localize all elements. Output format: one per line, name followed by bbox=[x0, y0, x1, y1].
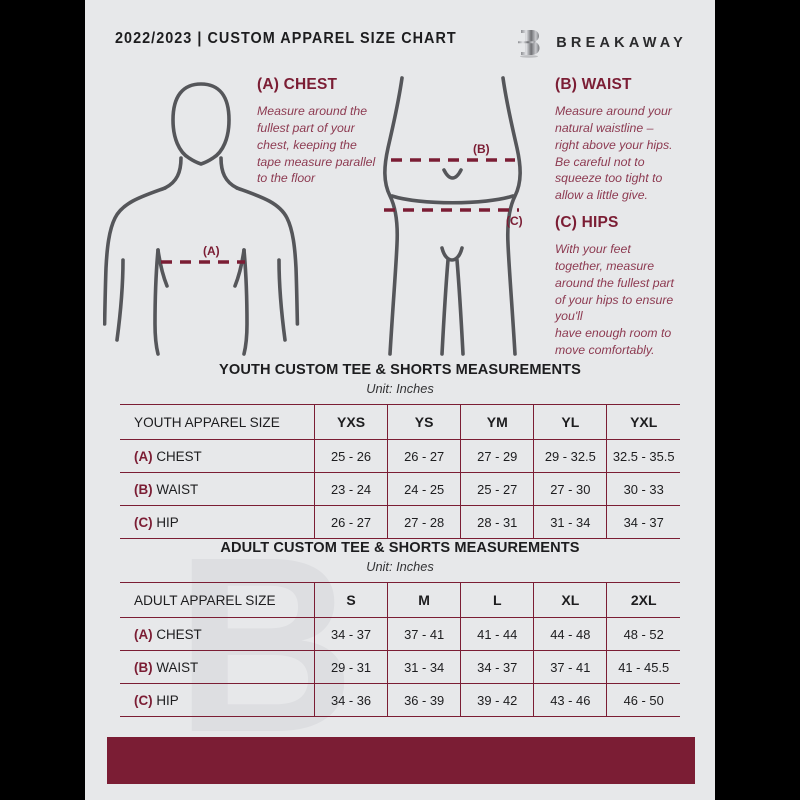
hips-marker-label: (C) bbox=[506, 214, 523, 228]
table-header-row: ADULT APPAREL SIZE S M L XL 2XL bbox=[120, 582, 680, 618]
waist-marker-label: (B) bbox=[473, 142, 490, 156]
adult-cell-2-3: 43 - 46 bbox=[533, 683, 608, 717]
row-tag: (A) bbox=[134, 448, 153, 464]
brand-lockup: BREAKAWAY bbox=[516, 28, 687, 58]
adult-cell-2-0: 34 - 36 bbox=[314, 683, 389, 717]
table-row: (B) WAIST 23 - 24 24 - 25 25 - 27 27 - 3… bbox=[120, 472, 680, 506]
youth-cell-0-1: 26 - 27 bbox=[387, 439, 462, 473]
male-torso-outline-icon bbox=[102, 72, 303, 362]
adult-cell-0-2: 41 - 44 bbox=[460, 617, 535, 651]
youth-row-label-0: (A) CHEST bbox=[120, 439, 315, 473]
row-label: CHEST bbox=[152, 448, 202, 464]
youth-col-3: YL bbox=[533, 404, 608, 440]
adult-col-0: S bbox=[314, 582, 389, 618]
youth-cell-1-4: 30 - 33 bbox=[606, 472, 680, 506]
youth-cell-0-4: 32.5 - 35.5 bbox=[606, 439, 680, 473]
row-tag: (A) bbox=[134, 626, 153, 642]
youth-table-title: YOUTH CUSTOM TEE & SHORTS MEASUREMENTS bbox=[219, 362, 581, 378]
youth-row-label-1: (B) WAIST bbox=[120, 472, 315, 506]
measurement-title-waist: (B) WAIST bbox=[555, 76, 632, 93]
table-row: (B) WAIST 29 - 31 31 - 34 34 - 37 37 - 4… bbox=[120, 650, 680, 684]
row-label: HIP bbox=[152, 514, 179, 530]
table-row: (C) HIP 26 - 27 27 - 28 28 - 31 31 - 34 … bbox=[120, 505, 680, 539]
measurement-desc-hips: With your feet together, measure around … bbox=[555, 242, 674, 358]
measurement-title-chest: (A) CHEST bbox=[257, 76, 338, 93]
youth-cell-2-2: 28 - 31 bbox=[460, 505, 535, 539]
youth-col-1: YS bbox=[387, 404, 462, 440]
measurement-desc-chest: Measure around the fullest part of your … bbox=[257, 104, 376, 186]
male-lower-body-outline-icon bbox=[380, 72, 525, 362]
row-label: CHEST bbox=[152, 626, 202, 642]
adult-col-4: 2XL bbox=[606, 582, 680, 618]
chest-marker-label: (A) bbox=[203, 244, 220, 258]
adult-cell-1-3: 37 - 41 bbox=[533, 650, 608, 684]
row-tag: (C) bbox=[134, 514, 153, 530]
youth-cell-2-0: 26 - 27 bbox=[314, 505, 389, 539]
adult-row-label-1: (B) WAIST bbox=[120, 650, 315, 684]
row-label: WAIST bbox=[152, 659, 199, 675]
youth-table-section: YOUTH CUSTOM TEE & SHORTS MEASUREMENTS U… bbox=[85, 362, 715, 539]
adult-col-2: L bbox=[460, 582, 535, 618]
adult-row-label-0: (A) CHEST bbox=[120, 617, 315, 651]
adult-cell-0-4: 48 - 52 bbox=[606, 617, 680, 651]
adult-header-label: ADULT APPAREL SIZE bbox=[120, 582, 315, 618]
youth-col-4: YXL bbox=[606, 404, 680, 440]
adult-cell-2-4: 46 - 50 bbox=[606, 683, 680, 717]
table-row: (A) CHEST 34 - 37 37 - 41 41 - 44 44 - 4… bbox=[120, 617, 680, 651]
measurement-block-waist: (B) WAIST Measure around your natural wa… bbox=[555, 76, 705, 204]
adult-col-1: M bbox=[387, 582, 462, 618]
youth-header-label: YOUTH APPAREL SIZE bbox=[120, 404, 315, 440]
adult-col-3: XL bbox=[533, 582, 608, 618]
youth-cell-1-2: 25 - 27 bbox=[460, 472, 535, 506]
youth-col-2: YM bbox=[460, 404, 535, 440]
row-tag: (B) bbox=[134, 481, 153, 497]
adult-cell-0-1: 37 - 41 bbox=[387, 617, 462, 651]
adult-cell-1-0: 29 - 31 bbox=[314, 650, 389, 684]
adult-size-table: ADULT APPAREL SIZE S M L XL 2XL (A) CHES… bbox=[120, 582, 680, 717]
footer-bar bbox=[107, 737, 695, 784]
size-chart-page: B 2022/2023 | CUSTOM APPAREL SIZE CHART bbox=[85, 0, 715, 800]
adult-row-label-2: (C) HIP bbox=[120, 683, 315, 717]
adult-cell-1-2: 34 - 37 bbox=[460, 650, 535, 684]
adult-cell-1-1: 31 - 34 bbox=[387, 650, 462, 684]
table-row: (C) HIP 34 - 36 36 - 39 39 - 42 43 - 46 … bbox=[120, 683, 680, 717]
adult-cell-2-1: 36 - 39 bbox=[387, 683, 462, 717]
adult-table-unit: Unit: Inches bbox=[366, 559, 434, 574]
adult-cell-1-4: 41 - 45.5 bbox=[606, 650, 680, 684]
row-label: HIP bbox=[152, 692, 179, 708]
youth-cell-2-4: 34 - 37 bbox=[606, 505, 680, 539]
youth-cell-1-3: 27 - 30 bbox=[533, 472, 608, 506]
row-label: WAIST bbox=[152, 481, 199, 497]
youth-cell-2-3: 31 - 34 bbox=[533, 505, 608, 539]
page-header: 2022/2023 | CUSTOM APPAREL SIZE CHART bbox=[85, 0, 715, 62]
adult-table-title: ADULT CUSTOM TEE & SHORTS MEASUREMENTS bbox=[220, 540, 580, 556]
illustration-area: (A) (B) (C) (A) CHEST Measure around the… bbox=[85, 66, 715, 358]
youth-cell-0-3: 29 - 32.5 bbox=[533, 439, 608, 473]
youth-table-unit: Unit: Inches bbox=[366, 381, 434, 396]
adult-table-section: ADULT CUSTOM TEE & SHORTS MEASUREMENTS U… bbox=[85, 540, 715, 717]
youth-row-label-2: (C) HIP bbox=[120, 505, 315, 539]
table-row: (A) CHEST 25 - 26 26 - 27 27 - 29 29 - 3… bbox=[120, 439, 680, 473]
youth-cell-2-1: 27 - 28 bbox=[387, 505, 462, 539]
measurement-title-hips: (C) HIPS bbox=[555, 214, 619, 231]
youth-col-0: YXS bbox=[314, 404, 389, 440]
youth-size-table: YOUTH APPAREL SIZE YXS YS YM YL YXL (A) … bbox=[120, 404, 680, 539]
measurement-block-chest: (A) CHEST Measure around the fullest par… bbox=[257, 76, 417, 187]
row-tag: (B) bbox=[134, 659, 153, 675]
youth-cell-1-0: 23 - 24 bbox=[314, 472, 389, 506]
table-header-row: YOUTH APPAREL SIZE YXS YS YM YL YXL bbox=[120, 404, 680, 440]
adult-cell-2-2: 39 - 42 bbox=[460, 683, 535, 717]
adult-cell-0-0: 34 - 37 bbox=[314, 617, 389, 651]
youth-cell-1-1: 24 - 25 bbox=[387, 472, 462, 506]
youth-cell-0-2: 27 - 29 bbox=[460, 439, 535, 473]
breakaway-b-logo-icon bbox=[516, 28, 542, 58]
page-title: 2022/2023 | CUSTOM APPAREL SIZE CHART bbox=[115, 30, 457, 47]
youth-cell-0-0: 25 - 26 bbox=[314, 439, 389, 473]
adult-cell-0-3: 44 - 48 bbox=[533, 617, 608, 651]
measurement-block-hips: (C) HIPS With your feet together, measur… bbox=[555, 214, 705, 359]
row-tag: (C) bbox=[134, 692, 153, 708]
measurement-desc-waist: Measure around your natural waistline – … bbox=[555, 104, 673, 203]
brand-name: BREAKAWAY bbox=[556, 35, 687, 51]
